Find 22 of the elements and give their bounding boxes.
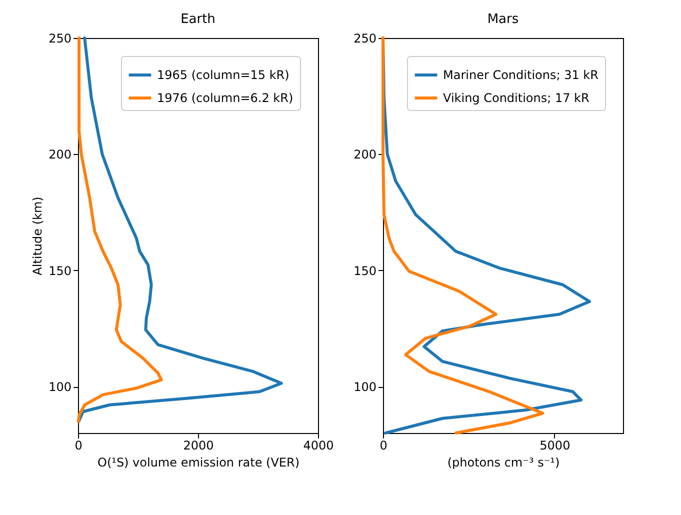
- y-tick-label: 200: [48, 148, 72, 162]
- y-tick-label: 100: [48, 380, 72, 394]
- x-tick-label: 0: [74, 438, 82, 452]
- chart-title: Earth: [180, 12, 216, 27]
- y-tick-label: 150: [48, 264, 72, 278]
- y-tick-label: 250: [48, 32, 72, 46]
- legend-label: Mariner Conditions; 31 kR: [443, 68, 598, 82]
- x-tick-label: 5000: [540, 438, 570, 452]
- x-tick-label: 4000: [303, 438, 334, 452]
- y-axis-title: Altitude (km): [30, 196, 45, 276]
- x-tick-label: 2000: [183, 438, 214, 452]
- y-tick-label: 100: [354, 380, 376, 394]
- x-axis-title: (photons cm⁻³ s⁻¹): [447, 456, 560, 470]
- x-axis-title: O(¹S) volume emission rate (VER): [97, 456, 300, 470]
- y-tick-label: 200: [354, 148, 376, 162]
- legend-label: Viking Conditions; 17 kR: [443, 91, 590, 105]
- legend-label: 1976 (column=6.2 kR): [157, 91, 294, 105]
- x-tick-label: 0: [380, 438, 388, 452]
- y-tick-label: 250: [354, 32, 376, 46]
- legend-label: 1965 (column=15 kR): [157, 68, 290, 82]
- y-tick-label: 150: [354, 264, 376, 278]
- chart-title: Mars: [487, 12, 519, 27]
